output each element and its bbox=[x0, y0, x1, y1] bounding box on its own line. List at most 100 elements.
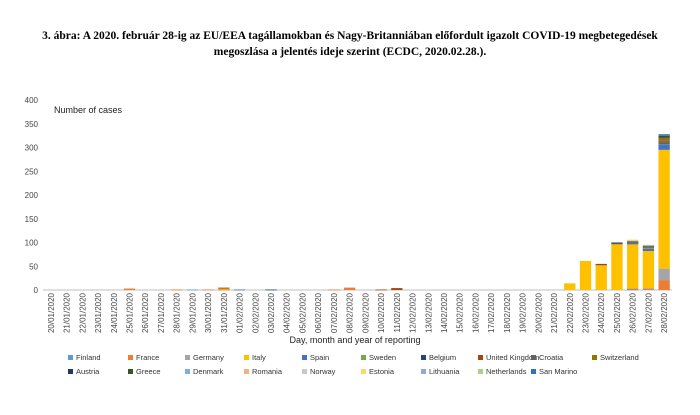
y-tick-label: 0 bbox=[34, 286, 39, 295]
bar-segment bbox=[627, 240, 639, 242]
bar-segment bbox=[658, 135, 670, 137]
x-tick-label: 24/02/2020 bbox=[597, 292, 606, 333]
bar-segment bbox=[627, 244, 639, 289]
x-tick-label: 19/02/2020 bbox=[519, 292, 528, 333]
y-tick-label: 200 bbox=[25, 191, 39, 200]
bar-segment bbox=[627, 241, 639, 242]
bar-segment bbox=[186, 289, 199, 291]
x-tick-label: 31/01/2020 bbox=[220, 292, 229, 333]
x-tick-label: 26/02/2020 bbox=[629, 292, 638, 333]
legend-swatch bbox=[68, 355, 73, 360]
legend-label: Netherlands bbox=[486, 367, 527, 376]
bar-segment bbox=[642, 288, 655, 290]
legend-swatch bbox=[361, 355, 366, 360]
bar-segment bbox=[611, 242, 623, 244]
bar-segment bbox=[658, 143, 670, 145]
x-tick-label: 04/02/2020 bbox=[283, 292, 292, 333]
y-tick-label: 100 bbox=[25, 239, 39, 248]
legend-swatch bbox=[68, 369, 73, 374]
x-tick-label: 20/01/2020 bbox=[47, 292, 56, 333]
legend-label: Spain bbox=[310, 353, 329, 362]
x-tick-label: 15/02/2020 bbox=[456, 292, 465, 333]
bar-segment bbox=[233, 289, 246, 291]
bar-segment bbox=[343, 287, 356, 291]
bar-segment bbox=[265, 289, 277, 291]
x-tick-label: 28/01/2020 bbox=[173, 292, 182, 333]
x-tick-label: 22/02/2020 bbox=[566, 292, 575, 333]
x-tick-label: 25/01/2020 bbox=[125, 292, 134, 333]
legend-swatch bbox=[478, 355, 483, 360]
legend-label: Estonia bbox=[369, 367, 395, 376]
bar-segment bbox=[627, 241, 639, 243]
legend-label: Norway bbox=[310, 367, 336, 376]
bar-segment bbox=[579, 261, 592, 290]
bar-segment bbox=[658, 141, 670, 143]
axes: 0 50 100 150 200 250 300 350 400 bbox=[25, 96, 672, 295]
x-tick-label: 17/02/2020 bbox=[487, 292, 496, 333]
bar-segment bbox=[611, 243, 623, 290]
bar-segment bbox=[642, 289, 655, 290]
x-tick-label: 23/01/2020 bbox=[94, 292, 103, 333]
legend-label: Romania bbox=[252, 367, 283, 376]
legend-swatch bbox=[361, 369, 366, 374]
legend-label: United Kingdom bbox=[486, 353, 539, 362]
x-tick-label: 23/02/2020 bbox=[582, 292, 591, 333]
x-tick-label: 03/02/2020 bbox=[267, 292, 276, 333]
y-tick-label: 50 bbox=[29, 262, 38, 271]
bar-segment bbox=[627, 242, 639, 243]
legend-label: Lithuania bbox=[429, 367, 460, 376]
legend-label: Croatia bbox=[539, 353, 564, 362]
x-tick-label: 08/02/2020 bbox=[346, 292, 355, 333]
legend-label: Switzerland bbox=[600, 353, 639, 362]
legend-swatch bbox=[421, 355, 426, 360]
legend-swatch bbox=[592, 355, 597, 360]
bar-segment bbox=[202, 289, 214, 291]
legend-label: Austria bbox=[76, 367, 100, 376]
x-tick-label: 30/01/2020 bbox=[204, 292, 213, 333]
bar-segment bbox=[658, 268, 670, 281]
x-tick-label: 12/02/2020 bbox=[409, 292, 418, 333]
legend-swatch bbox=[531, 355, 536, 360]
bar-segment bbox=[642, 247, 655, 249]
bar-segment bbox=[218, 288, 230, 290]
bar-segment bbox=[595, 263, 607, 266]
x-tick-label: 28/02/2020 bbox=[660, 292, 669, 333]
legend-label: San Marino bbox=[539, 367, 577, 376]
legend-label: Finland bbox=[76, 353, 101, 362]
bars bbox=[123, 134, 670, 291]
x-tick-label: 09/02/2020 bbox=[361, 292, 370, 333]
bar-segment bbox=[658, 134, 670, 136]
x-tick-label: 20/02/2020 bbox=[534, 292, 543, 333]
legend-swatch bbox=[302, 355, 307, 360]
y-tick-label: 150 bbox=[25, 215, 39, 224]
x-tick-label: 27/02/2020 bbox=[644, 292, 653, 333]
bar-segment bbox=[375, 289, 387, 291]
x-tick-label: 02/02/2020 bbox=[251, 292, 260, 333]
legend-swatch bbox=[302, 369, 307, 374]
bar-segment bbox=[328, 289, 340, 291]
legend-swatch bbox=[128, 355, 133, 360]
x-tick-label: 29/01/2020 bbox=[188, 292, 197, 333]
x-tick-label: 05/02/2020 bbox=[298, 292, 307, 333]
legend: Finland France Germany Italy Spain Sweden Belg… bbox=[68, 353, 639, 376]
bar-segment bbox=[658, 142, 670, 144]
bar-segment bbox=[642, 245, 655, 247]
x-tick-label: 07/02/2020 bbox=[330, 292, 339, 333]
figure-title-line-1: 3. ábra: A 2020. február 28-ig az EU/EEA… bbox=[42, 30, 658, 42]
legend-swatch bbox=[421, 369, 426, 374]
bar-segment bbox=[658, 140, 670, 142]
legend-swatch bbox=[244, 355, 249, 360]
x-tick-label: 27/01/2020 bbox=[157, 292, 166, 333]
bar-segment bbox=[627, 242, 639, 245]
bar-segment bbox=[611, 243, 623, 245]
legend-label: Greece bbox=[136, 367, 161, 376]
figure-title: 3. ábra: A 2020. február 28-ig az EU/EEA… bbox=[0, 28, 700, 60]
bar-segment bbox=[564, 283, 576, 290]
bar-segment bbox=[642, 248, 655, 249]
legend-swatch bbox=[531, 369, 536, 374]
x-tick-label: 06/02/2020 bbox=[314, 292, 323, 333]
legend-label: Germany bbox=[193, 353, 224, 362]
x-tick-label: 21/02/2020 bbox=[550, 292, 559, 333]
x-tick-label: 22/01/2020 bbox=[78, 292, 87, 333]
